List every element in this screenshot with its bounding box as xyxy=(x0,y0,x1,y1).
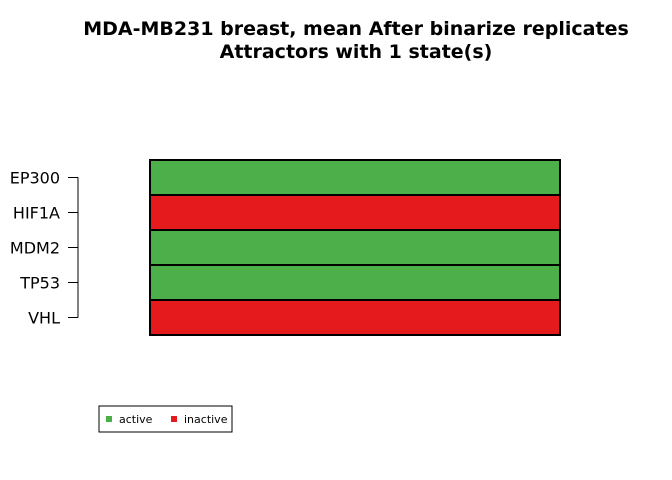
heatmap-cells xyxy=(149,159,561,336)
gene-label-tp53: TP53 xyxy=(19,274,60,293)
gene-label-vhl: VHL xyxy=(28,309,60,328)
gene-axis: EP300 HIF1A MDM2 TP53 VHL xyxy=(10,169,79,328)
legend-label-active: active xyxy=(119,413,153,426)
heatmap-cell-ep300 xyxy=(149,159,561,196)
legend-box xyxy=(98,405,233,433)
heatmap-cell-mdm2 xyxy=(149,229,561,266)
heatmap-cell-tp53 xyxy=(149,264,561,301)
legend-label-inactive: inactive xyxy=(184,413,228,426)
chart-title: MDA-MB231 breast, mean After binarize re… xyxy=(83,18,629,40)
legend-swatch-active xyxy=(106,416,112,422)
chart-subtitle: Attractors with 1 state(s) xyxy=(220,41,493,63)
legend-swatch-inactive xyxy=(171,416,177,422)
gene-label-ep300: EP300 xyxy=(10,169,60,188)
gene-label-hif1a: HIF1A xyxy=(13,204,60,223)
heatmap-cell-hif1a xyxy=(149,194,561,231)
heatmap-cell-vhl xyxy=(149,299,561,336)
gene-label-mdm2: MDM2 xyxy=(10,239,60,258)
legend: active inactive xyxy=(98,405,233,433)
